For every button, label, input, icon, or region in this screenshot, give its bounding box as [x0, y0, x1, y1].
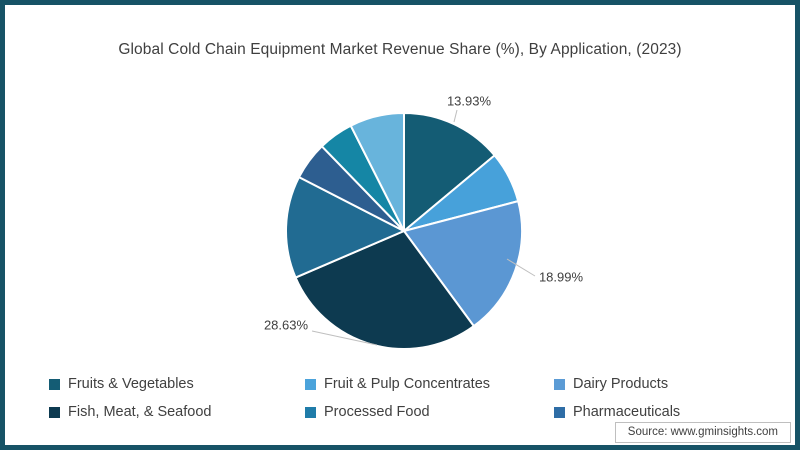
legend-swatch-icon: [49, 406, 60, 418]
legend-swatch-icon: [305, 406, 316, 418]
pie-data-label-fish-meat-seafood: 28.63%: [263, 317, 309, 333]
legend-label: Dairy Products: [573, 376, 669, 392]
pie-slice-fish-meat-seafood: [294, 230, 475, 350]
pie-slice-dairy-products: [403, 200, 523, 328]
label-leader-line: [311, 330, 378, 346]
pie-data-label-dairy-products: 18.99%: [538, 269, 584, 285]
chart-title: Global Cold Chain Equipment Market Reven…: [118, 41, 682, 58]
legend-swatch-icon: [305, 378, 316, 390]
pie-slice-unlabeled-7: [349, 112, 405, 232]
legend-item-pharmaceuticals: Pharmaceuticals: [554, 404, 765, 420]
legend-label: Fruit & Pulp Concentrates: [324, 376, 491, 392]
legend-label: Pharmaceuticals: [573, 404, 681, 420]
pie-slice-fruits-vegetables: [403, 112, 496, 232]
legend-item-fruits-vegetables: Fruits & Vegetables: [49, 376, 305, 392]
legend-item-processed-food: Processed Food: [305, 404, 554, 420]
legend-item-fruit-pulp-concentrates: Fruit & Pulp Concentrates: [305, 376, 554, 392]
legend: Fruits & Vegetables Fruit & Pulp Concentr…: [49, 370, 765, 426]
legend-label: Fruits & Vegetables: [68, 376, 194, 392]
legend-item-fish-meat-seafood: Fish, Meat, & Seafood: [49, 404, 305, 420]
legend-label: Fish, Meat, & Seafood: [68, 404, 212, 420]
pie-chart: [285, 109, 536, 350]
label-leader-line: [453, 109, 458, 123]
legend-swatch-icon: [554, 378, 565, 390]
pie-data-label-fruits-vegetables: 13.93%: [446, 93, 492, 109]
legend-item-dairy-products: Dairy Products: [554, 376, 765, 392]
legend-swatch-icon: [49, 378, 60, 390]
legend-swatch-icon: [554, 406, 565, 418]
label-leader-line: [506, 258, 536, 277]
legend-label: Processed Food: [324, 404, 430, 420]
source-note: Source: www.gminsights.com: [614, 422, 791, 443]
pie-slice-processed-food: [285, 176, 405, 279]
